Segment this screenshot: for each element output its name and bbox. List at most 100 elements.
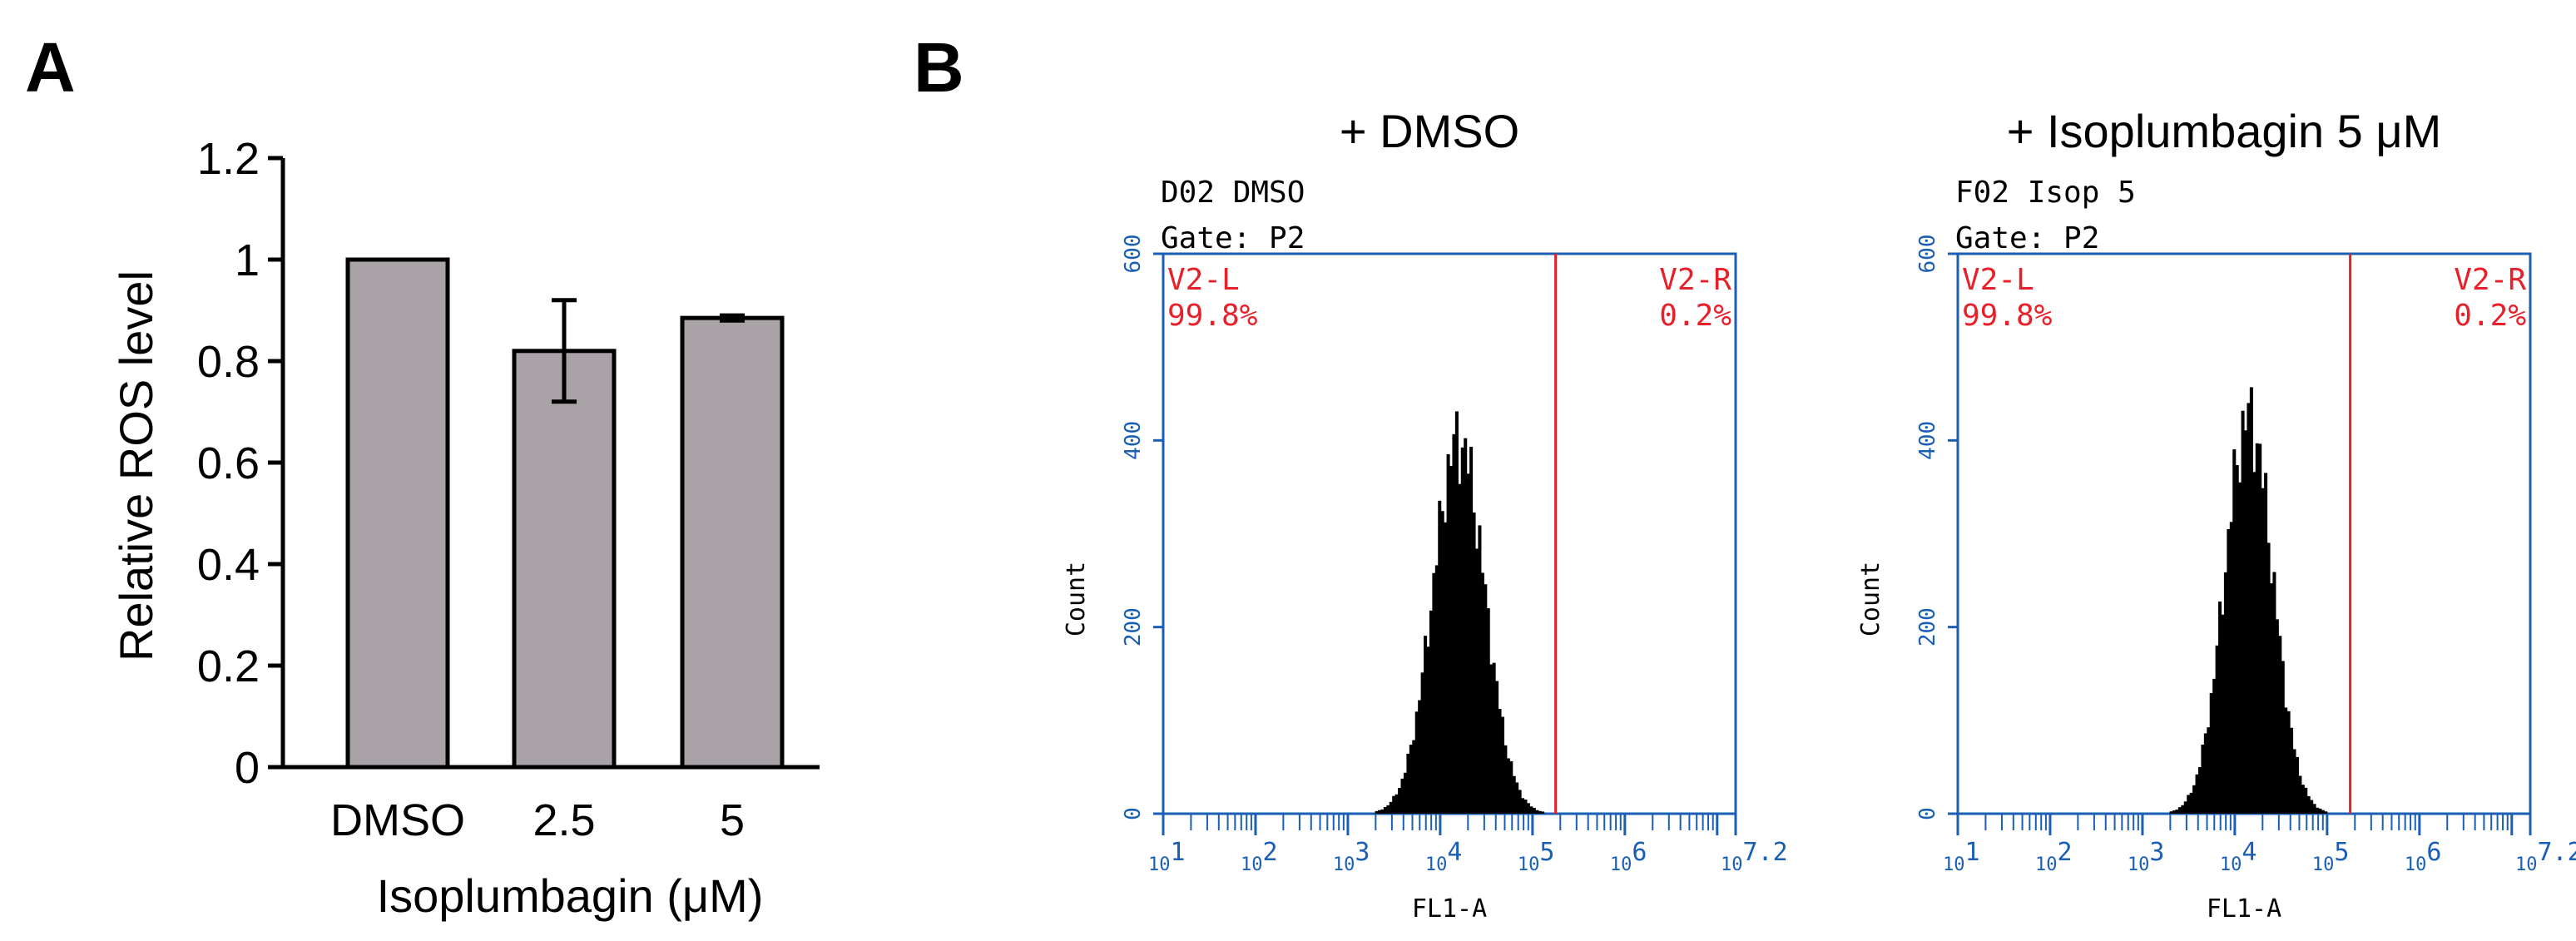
x-tick-exponent: 2: [2057, 838, 2072, 867]
histogram-bin: [1400, 778, 1404, 814]
x-tick-base: 10: [2405, 854, 2427, 875]
histogram-bin: [1500, 716, 1504, 814]
histogram-bin: [1464, 438, 1468, 814]
histogram-bin: [1398, 787, 1402, 814]
histogram-bin: [1414, 711, 1419, 814]
region-right-percent: 0.2%: [1659, 299, 1731, 333]
histogram-bin: [1412, 740, 1416, 814]
histogram-bin: [1440, 511, 1444, 814]
histogram-bin: [1389, 801, 1393, 814]
histogram-bin: [1460, 447, 1464, 814]
histogram-bin: [1432, 572, 1436, 814]
histogram-bin: [1532, 808, 1536, 814]
histogram-bin: [1444, 522, 1448, 814]
panel-label-b: B: [914, 28, 964, 106]
x-axis-title: FL1-A: [2207, 894, 2281, 924]
histogram-bin: [1509, 760, 1513, 814]
histogram-bin: [2316, 807, 2320, 814]
y-axis-title: Relative ROS level: [110, 270, 162, 661]
histogram-bin: [1526, 803, 1530, 814]
sample-label: D02 DMSO: [1161, 176, 1305, 210]
histogram-bin: [1446, 453, 1450, 814]
x-tick-label: 106: [1610, 838, 1647, 875]
histogram-bin: [1538, 810, 1542, 814]
histogram-bin: [2306, 795, 2311, 814]
histogram-bin: [2312, 804, 2316, 814]
histogram-bin: [1484, 584, 1488, 814]
region-left-percent: 99.8%: [1167, 299, 1258, 333]
x-tick-base: 10: [2515, 854, 2538, 875]
region-right-name: V2-R: [1659, 263, 1731, 297]
histogram-bin: [1449, 465, 1454, 814]
histogram-bin: [1418, 700, 1422, 814]
x-tick-base: 10: [1610, 854, 1632, 875]
x-tick-base: 10: [1425, 854, 1448, 875]
histogram-bin: [2207, 727, 2211, 814]
histogram-bin: [1438, 500, 1442, 814]
x-tick-label: DMSO: [330, 795, 465, 845]
x-tick-exponent: 6: [2426, 838, 2441, 867]
histogram-bin: [1512, 775, 1516, 814]
histogram-bin: [2181, 805, 2185, 814]
histogram-bin: [2223, 572, 2227, 814]
histogram-bin: [2318, 808, 2322, 814]
histogram-bin: [2215, 645, 2219, 814]
histogram-bin: [1495, 681, 1499, 814]
x-tick-exponent: 6: [1632, 838, 1647, 867]
y-tick-label: 0: [235, 743, 260, 793]
histogram-bin: [2192, 785, 2197, 814]
histogram-bin: [2183, 801, 2187, 814]
histogram-bin: [2324, 811, 2328, 814]
histogram-bin: [2275, 619, 2279, 814]
histogram-bin: [2258, 443, 2262, 814]
histogram-bin: [1486, 608, 1490, 814]
x-tick-exponent: 4: [1447, 838, 1462, 867]
x-tick-label: 104: [2220, 838, 2257, 875]
histogram-bin: [2298, 775, 2302, 814]
x-tick-label: 102: [2035, 838, 2073, 875]
y-tick-label: 600: [1915, 235, 1940, 274]
region-left-percent: 99.8%: [1962, 299, 2053, 333]
histogram-bin: [1420, 672, 1424, 814]
histogram-title: + DMSO: [1340, 105, 1519, 157]
x-tick-base: 10: [1241, 854, 1263, 875]
region-right-percent: 0.2%: [2454, 299, 2526, 333]
histogram-bin: [1480, 572, 1484, 814]
histogram-bin: [1523, 799, 1528, 814]
histogram-bin: [2261, 488, 2265, 814]
x-tick-exponent: 1: [1965, 838, 1980, 867]
x-tick-exponent: 7.2: [1743, 838, 1788, 867]
y-axis-title: Count: [1062, 562, 1091, 636]
histogram-bin: [2187, 795, 2191, 814]
histogram-bin: [1424, 636, 1428, 814]
region-right-name: V2-R: [2454, 263, 2526, 297]
y-tick-label: 200: [1121, 607, 1146, 646]
histogram-bin: [1380, 809, 1385, 814]
histogram-bin: [1503, 745, 1508, 814]
region-left-name: V2-L: [1962, 263, 2034, 297]
x-tick-base: 10: [1148, 854, 1171, 875]
histogram-bin: [1378, 810, 1382, 814]
histogram-isoplumbagin: + Isoplumbagin 5 μM F02 Isop 5 Gate: P2 V2-…: [1856, 105, 2576, 924]
histogram-bin: [2212, 678, 2217, 814]
histogram-bin: [2272, 572, 2276, 814]
histogram-bin: [2201, 744, 2205, 814]
histogram-bin: [2284, 707, 2288, 814]
histogram-bin: [1478, 525, 1482, 814]
histogram-bin: [2286, 711, 2291, 814]
y-tick-label: 400: [1915, 421, 1940, 460]
x-tick-base: 10: [1518, 854, 1540, 875]
x-tick-base: 10: [2128, 854, 2150, 875]
histogram-bin: [2195, 774, 2199, 814]
histogram-bin: [2295, 756, 2299, 814]
x-tick-label: 5: [720, 795, 745, 845]
y-tick-label: 200: [1915, 607, 1940, 646]
histogram-bin: [2281, 661, 2285, 814]
histogram-bin: [1406, 753, 1410, 814]
histogram-bin: [1454, 411, 1459, 814]
histogram-bin: [1492, 662, 1496, 814]
histogram-bin: [1515, 782, 1519, 814]
panel-label-a: A: [25, 28, 76, 106]
histogram-bin: [2172, 810, 2177, 814]
